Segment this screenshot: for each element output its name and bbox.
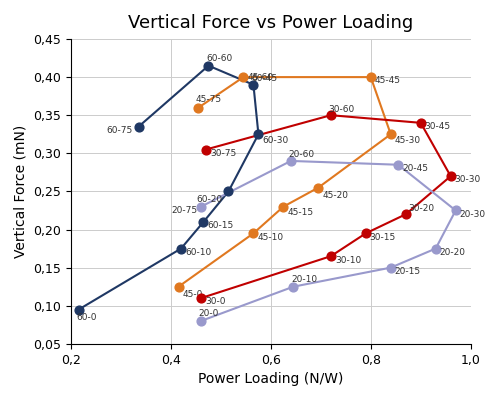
Text: 20-0: 20-0 <box>198 309 219 318</box>
Point <box>250 230 258 236</box>
Y-axis label: Vertical Force (mN): Vertical Force (mN) <box>14 125 28 258</box>
Point <box>280 204 287 210</box>
Text: 30-30: 30-30 <box>454 176 481 184</box>
Point <box>224 188 232 195</box>
Point <box>204 62 212 69</box>
Point <box>134 124 142 130</box>
Text: 60-0: 60-0 <box>76 313 96 322</box>
Point <box>446 173 454 179</box>
Text: 30-10: 30-10 <box>335 256 361 264</box>
Text: 45-0: 45-0 <box>182 290 203 299</box>
Text: 45-10: 45-10 <box>258 233 283 242</box>
Text: 20-20: 20-20 <box>440 248 466 257</box>
Text: 45-30: 45-30 <box>394 136 421 145</box>
Text: 20-30: 20-30 <box>460 210 486 219</box>
Text: 20-45: 20-45 <box>402 164 428 173</box>
Text: 45-60: 45-60 <box>248 73 274 82</box>
Text: 60-30: 60-30 <box>262 136 288 145</box>
Point <box>327 253 335 259</box>
Point <box>432 245 440 252</box>
Text: 20-15: 20-15 <box>394 267 421 276</box>
Text: 30-60: 30-60 <box>328 105 354 114</box>
Point <box>202 146 210 153</box>
Text: 20-10: 20-10 <box>291 274 317 284</box>
Point <box>416 120 424 126</box>
Text: 60-20: 60-20 <box>196 194 222 204</box>
Text: 60-15: 60-15 <box>208 221 234 230</box>
Point <box>386 131 394 138</box>
Point <box>197 204 205 210</box>
X-axis label: Power Loading (N/W): Power Loading (N/W) <box>198 372 344 386</box>
Point <box>367 74 375 80</box>
Point <box>177 245 185 252</box>
Point <box>386 264 394 271</box>
Point <box>362 230 370 236</box>
Point <box>197 295 205 301</box>
Point <box>174 284 182 290</box>
Text: 30-15: 30-15 <box>370 233 396 242</box>
Point <box>250 82 258 88</box>
Point <box>314 184 322 191</box>
Point <box>74 306 82 313</box>
Point <box>287 158 295 164</box>
Point <box>254 131 262 138</box>
Text: 30-75: 30-75 <box>210 149 236 158</box>
Point <box>194 104 202 111</box>
Text: 45-20: 45-20 <box>322 191 348 200</box>
Text: 45-45: 45-45 <box>375 76 401 86</box>
Text: 20-75: 20-75 <box>171 206 197 215</box>
Text: 45-75: 45-75 <box>196 96 222 104</box>
Point <box>240 74 248 80</box>
Point <box>200 219 207 225</box>
Text: 60-45: 60-45 <box>251 74 277 83</box>
Point <box>402 211 409 218</box>
Text: 30-0: 30-0 <box>205 298 226 306</box>
Text: 30-45: 30-45 <box>424 122 451 131</box>
Point <box>394 162 402 168</box>
Text: 45-15: 45-15 <box>288 208 314 217</box>
Text: 30-20: 30-20 <box>408 204 434 213</box>
Point <box>290 284 298 290</box>
Point <box>327 112 335 118</box>
Text: 20-60: 20-60 <box>288 150 314 159</box>
Point <box>452 207 460 214</box>
Text: 60-60: 60-60 <box>206 54 232 62</box>
Title: Vertical Force vs Power Loading: Vertical Force vs Power Loading <box>128 14 414 32</box>
Text: 60-75: 60-75 <box>106 126 132 135</box>
Point <box>197 318 205 324</box>
Text: 60-10: 60-10 <box>185 248 212 257</box>
